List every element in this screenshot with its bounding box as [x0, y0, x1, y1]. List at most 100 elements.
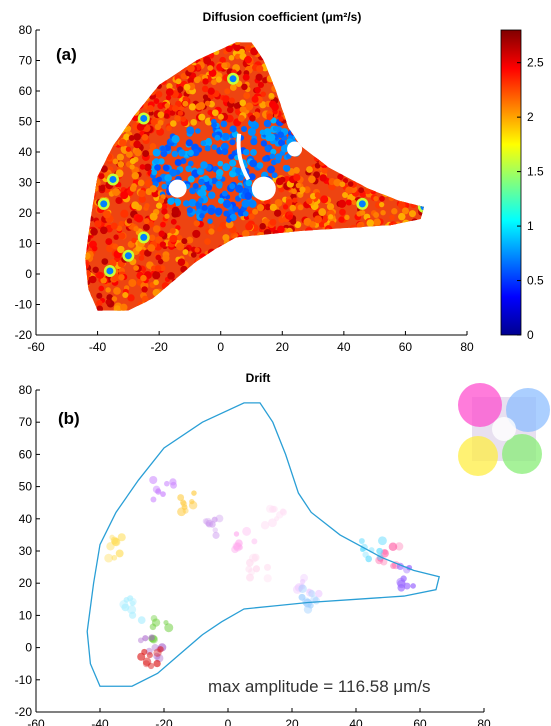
diffusion-point — [277, 60, 283, 66]
diffusion-point — [282, 301, 290, 308]
diffusion-point — [217, 113, 224, 120]
drift-point — [142, 660, 150, 668]
diffusion-point — [221, 62, 228, 69]
diffusion-point — [297, 125, 306, 134]
diffusion-point — [389, 173, 397, 182]
diffusion-point — [191, 274, 199, 282]
diffusion-point — [297, 113, 305, 121]
diffusion-point — [283, 113, 290, 120]
diffusion-point — [357, 147, 364, 154]
diffusion-point — [293, 108, 301, 116]
diffusion-point — [187, 64, 195, 73]
diffusion-point — [109, 87, 117, 94]
drift-point — [215, 514, 224, 523]
diffusion-point — [276, 275, 283, 282]
low-diffusion-spot-core — [229, 75, 237, 83]
diffusion-point — [262, 300, 270, 309]
diffusion-point — [370, 44, 377, 51]
diffusion-point — [115, 197, 123, 205]
diffusion-point — [350, 301, 356, 308]
diffusion-point — [106, 49, 113, 56]
diffusion-point — [277, 131, 284, 138]
diffusion-point — [245, 307, 254, 311]
diffusion-point — [186, 236, 194, 244]
diffusion-point — [138, 189, 146, 198]
diffusion-point — [422, 203, 424, 210]
diffusion-point — [252, 303, 261, 311]
drift-point — [160, 491, 166, 497]
diffusion-point — [76, 145, 82, 151]
diffusion-point — [264, 279, 270, 286]
diffusion-point — [145, 73, 152, 81]
diffusion-point — [150, 299, 158, 308]
diffusion-point — [102, 89, 110, 97]
diffusion-point — [116, 153, 124, 161]
diffusion-point — [293, 124, 302, 133]
diffusion-point — [122, 291, 129, 299]
diffusion-point — [177, 276, 184, 284]
drift-point — [237, 544, 244, 551]
diffusion-point — [228, 282, 235, 289]
diffusion-point — [210, 300, 217, 307]
diffusion-point — [355, 151, 361, 158]
diffusion-point — [342, 85, 351, 94]
diffusion-point — [112, 188, 121, 196]
diffusion-point — [128, 83, 134, 90]
drift-point — [231, 545, 239, 554]
diffusion-point — [367, 252, 375, 260]
diffusion-point — [97, 271, 104, 279]
diffusion-point — [342, 244, 351, 253]
diffusion-point — [101, 42, 108, 49]
diffusion-point — [96, 141, 105, 150]
panel-b-y-tick-label: 40 — [19, 512, 33, 526]
diffusion-point — [394, 76, 401, 83]
colorbar-tick-label: 2 — [527, 110, 534, 124]
diffusion-point — [86, 112, 95, 120]
diffusion-point — [411, 252, 420, 260]
diffusion-point — [123, 53, 131, 61]
diffusion-point — [407, 252, 413, 259]
diffusion-point — [243, 280, 252, 289]
diffusion-point — [260, 33, 268, 41]
panel-b-x-ticks: -60 -40 -20 0 20 40 60 80 — [27, 708, 491, 726]
diffusion-point — [118, 115, 125, 122]
diffusion-point — [187, 306, 195, 311]
diffusion-point — [341, 69, 349, 76]
diffusion-point — [217, 300, 224, 307]
diffusion-point — [294, 65, 300, 71]
diffusion-point — [123, 133, 130, 141]
diffusion-point — [85, 206, 87, 215]
diffusion-point — [117, 59, 125, 66]
diffusion-point — [337, 266, 346, 274]
diffusion-point — [213, 48, 220, 56]
diffusion-point — [359, 245, 367, 252]
diffusion-point — [142, 307, 149, 311]
diffusion-point — [270, 244, 278, 253]
low-diffusion-spot-core — [140, 114, 148, 122]
diffusion-point — [172, 42, 181, 47]
diffusion-point — [421, 269, 424, 278]
diffusion-point — [350, 125, 358, 132]
diffusion-point — [331, 274, 340, 283]
diffusion-point — [320, 91, 328, 99]
diffusion-point — [365, 35, 371, 41]
diffusion-point — [391, 70, 400, 79]
diffusion-point — [263, 119, 272, 128]
diffusion-point — [102, 64, 109, 71]
diffusion-point — [240, 125, 248, 132]
diffusion-point — [167, 197, 175, 205]
diffusion-point — [400, 275, 406, 282]
panel-b-label: (b) — [58, 409, 80, 428]
diffusion-point — [346, 154, 355, 163]
diffusion-point — [188, 284, 194, 290]
diffusion-point — [411, 137, 419, 145]
drift-point — [268, 518, 277, 528]
diffusion-point — [271, 85, 279, 93]
diffusion-point — [293, 304, 302, 311]
diffusion-point — [247, 313, 253, 319]
drift-point — [104, 553, 114, 563]
panel-b-y-tick-label: 30 — [19, 544, 33, 558]
diffusion-point — [142, 67, 150, 75]
diffusion-point — [419, 228, 424, 235]
diffusion-point — [232, 33, 239, 40]
